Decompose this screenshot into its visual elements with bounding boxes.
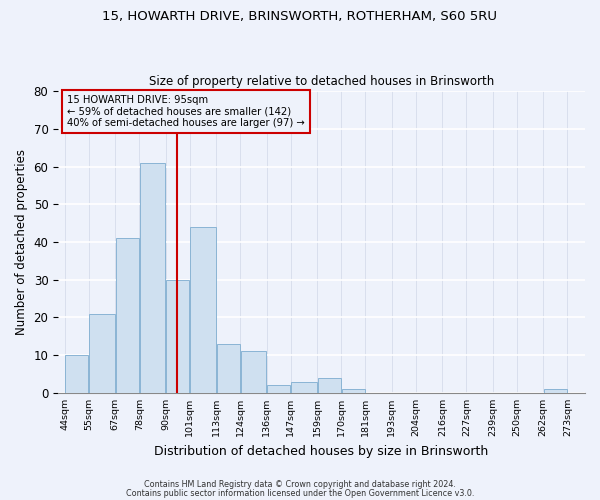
Bar — [65, 355, 88, 393]
Y-axis label: Number of detached properties: Number of detached properties — [15, 149, 28, 335]
Bar — [318, 378, 341, 393]
Bar — [217, 344, 240, 393]
Text: Contains HM Land Registry data © Crown copyright and database right 2024.: Contains HM Land Registry data © Crown c… — [144, 480, 456, 489]
Bar — [89, 314, 115, 393]
Bar — [190, 227, 215, 393]
Text: 15 HOWARTH DRIVE: 95sqm
← 59% of detached houses are smaller (142)
40% of semi-d: 15 HOWARTH DRIVE: 95sqm ← 59% of detache… — [67, 95, 305, 128]
Bar — [544, 389, 567, 393]
Bar — [267, 386, 290, 393]
Text: 15, HOWARTH DRIVE, BRINSWORTH, ROTHERHAM, S60 5RU: 15, HOWARTH DRIVE, BRINSWORTH, ROTHERHAM… — [103, 10, 497, 23]
Bar — [166, 280, 190, 393]
Bar — [342, 389, 365, 393]
Text: Contains public sector information licensed under the Open Government Licence v3: Contains public sector information licen… — [126, 489, 474, 498]
Bar — [116, 238, 139, 393]
Bar — [140, 163, 165, 393]
Title: Size of property relative to detached houses in Brinsworth: Size of property relative to detached ho… — [149, 76, 494, 88]
Bar — [241, 352, 266, 393]
X-axis label: Distribution of detached houses by size in Brinsworth: Distribution of detached houses by size … — [154, 444, 489, 458]
Bar — [292, 382, 317, 393]
